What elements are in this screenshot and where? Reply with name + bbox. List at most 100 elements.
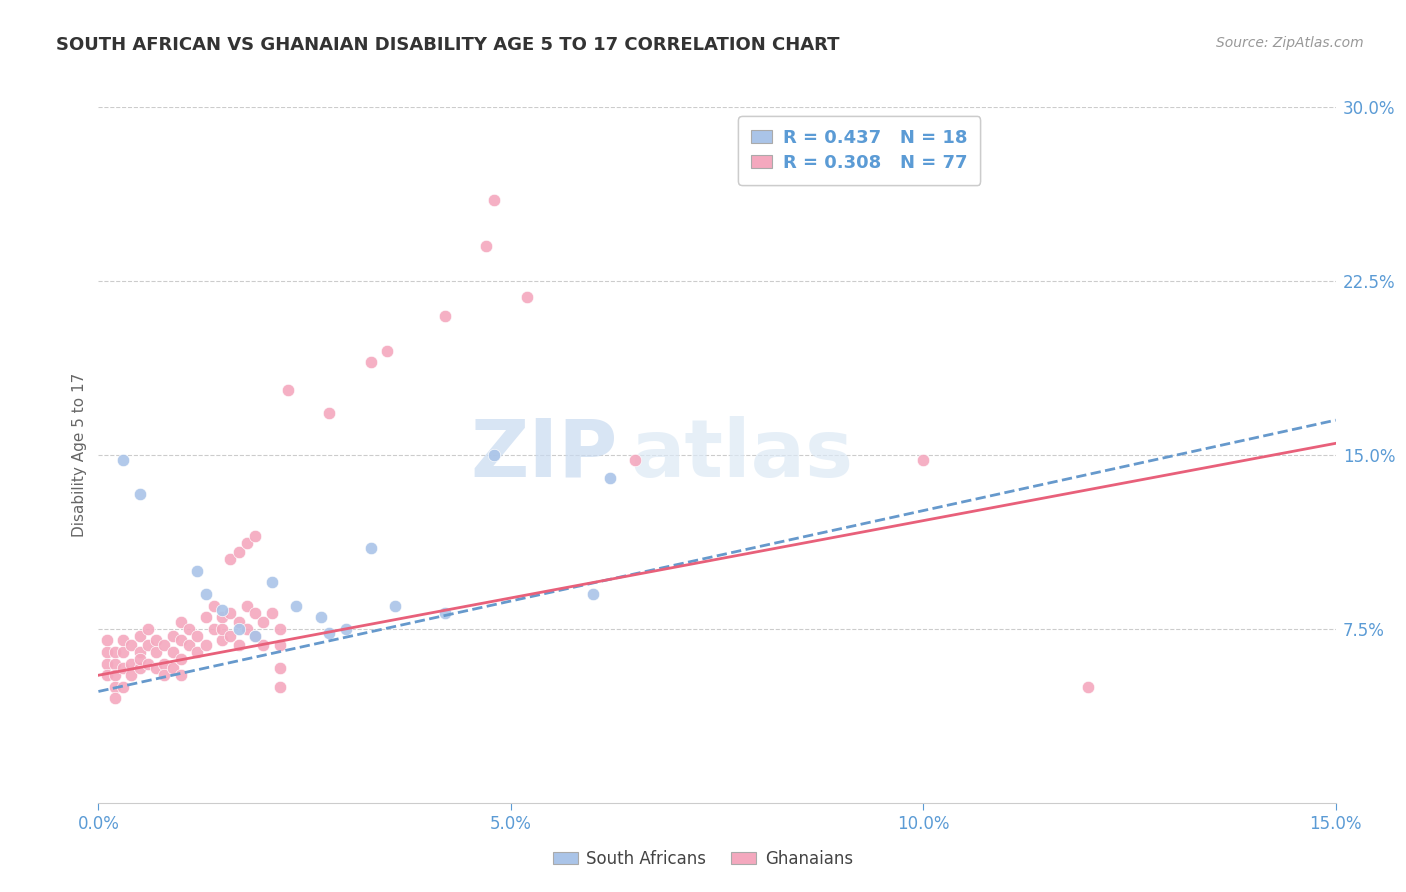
Point — [145, 661, 167, 675]
Point — [104, 668, 127, 682]
Point — [104, 691, 127, 706]
Point — [252, 638, 274, 652]
Point — [236, 536, 259, 550]
Point — [153, 668, 176, 682]
Point — [309, 610, 332, 624]
Y-axis label: Disability Age 5 to 17: Disability Age 5 to 17 — [72, 373, 87, 537]
Point — [194, 638, 217, 652]
Point — [318, 626, 340, 640]
Point — [219, 552, 242, 566]
Point — [228, 622, 250, 636]
Point — [136, 657, 159, 671]
Point — [128, 645, 150, 659]
Point — [128, 661, 150, 675]
Point — [120, 638, 142, 652]
Point — [179, 638, 201, 652]
Text: SOUTH AFRICAN VS GHANAIAN DISABILITY AGE 5 TO 17 CORRELATION CHART: SOUTH AFRICAN VS GHANAIAN DISABILITY AGE… — [56, 36, 839, 54]
Point — [104, 645, 127, 659]
Point — [96, 668, 118, 682]
Point — [228, 638, 250, 652]
Point — [112, 661, 135, 675]
Point — [120, 668, 142, 682]
Point — [186, 564, 208, 578]
Point — [179, 622, 201, 636]
Point — [582, 587, 605, 601]
Point — [104, 657, 127, 671]
Point — [1077, 680, 1099, 694]
Point — [211, 610, 233, 624]
Point — [360, 355, 382, 369]
Point — [285, 599, 308, 613]
Text: atlas: atlas — [630, 416, 853, 494]
Point — [136, 622, 159, 636]
Point — [194, 610, 217, 624]
Point — [170, 652, 193, 666]
Point — [145, 633, 167, 648]
Point — [120, 657, 142, 671]
Point — [153, 638, 176, 652]
Point — [475, 239, 498, 253]
Point — [145, 645, 167, 659]
Point — [484, 193, 506, 207]
Point — [211, 622, 233, 636]
Point — [128, 629, 150, 643]
Point — [162, 661, 184, 675]
Point — [243, 629, 266, 643]
Point — [112, 452, 135, 467]
Point — [236, 622, 259, 636]
Point — [96, 657, 118, 671]
Point — [623, 452, 645, 467]
Point — [360, 541, 382, 555]
Point — [162, 629, 184, 643]
Point — [96, 645, 118, 659]
Point — [112, 633, 135, 648]
Point — [228, 545, 250, 559]
Point — [153, 657, 176, 671]
Point — [912, 452, 935, 467]
Point — [335, 622, 357, 636]
Point — [228, 615, 250, 629]
Point — [162, 645, 184, 659]
Point — [269, 680, 291, 694]
Point — [170, 615, 193, 629]
Point — [202, 622, 225, 636]
Point — [170, 633, 193, 648]
Point — [186, 629, 208, 643]
Point — [260, 575, 283, 590]
Point — [277, 383, 299, 397]
Point — [128, 487, 150, 501]
Legend: South Africans, Ghanaians: South Africans, Ghanaians — [547, 844, 859, 875]
Point — [433, 606, 456, 620]
Point — [384, 599, 406, 613]
Point — [186, 645, 208, 659]
Point — [219, 606, 242, 620]
Point — [96, 633, 118, 648]
Point — [243, 529, 266, 543]
Point — [104, 680, 127, 694]
Point — [243, 629, 266, 643]
Point — [269, 638, 291, 652]
Point — [219, 629, 242, 643]
Point — [211, 603, 233, 617]
Point — [243, 606, 266, 620]
Point — [112, 645, 135, 659]
Text: Source: ZipAtlas.com: Source: ZipAtlas.com — [1216, 36, 1364, 50]
Point — [484, 448, 506, 462]
Legend: R = 0.437   N = 18, R = 0.308   N = 77: R = 0.437 N = 18, R = 0.308 N = 77 — [738, 116, 980, 185]
Point — [516, 290, 538, 304]
Point — [236, 599, 259, 613]
Text: ZIP: ZIP — [471, 416, 619, 494]
Point — [252, 615, 274, 629]
Point — [112, 680, 135, 694]
Point — [433, 309, 456, 323]
Point — [202, 599, 225, 613]
Point — [599, 471, 621, 485]
Point — [194, 587, 217, 601]
Point — [211, 633, 233, 648]
Point — [318, 406, 340, 420]
Point — [136, 638, 159, 652]
Point — [269, 661, 291, 675]
Point — [128, 652, 150, 666]
Point — [269, 622, 291, 636]
Point — [260, 606, 283, 620]
